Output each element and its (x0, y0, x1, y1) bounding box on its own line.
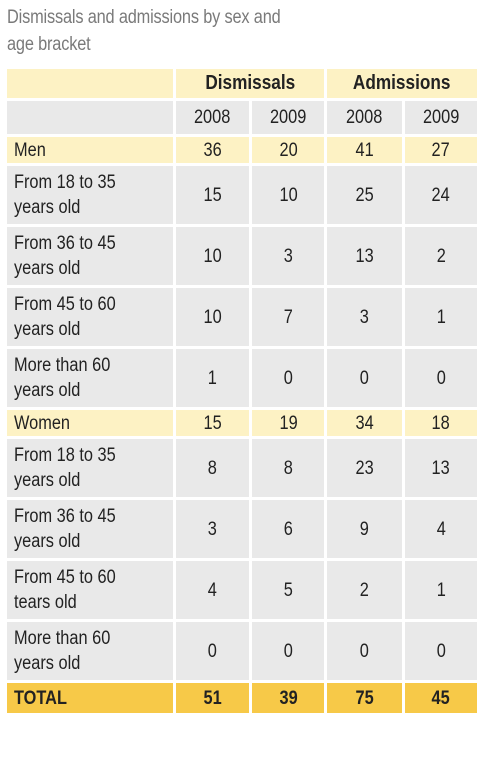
value-cell: 34 (327, 410, 402, 436)
value-cell: 15 (175, 166, 250, 224)
row-label-line: From 18 to 35 (14, 172, 116, 193)
year-header-cell: 2009 (404, 101, 477, 134)
value-cell: 3 (175, 500, 250, 558)
value-cell: 0 (252, 349, 325, 407)
value-cell: 15 (175, 410, 250, 436)
year-header-cell: 2008 (175, 101, 250, 134)
value-cell: 0 (404, 622, 477, 680)
table-row: From 36 to 45 years old 3 6 9 4 (7, 500, 477, 558)
table-row: From 45 to 60 years old 10 7 3 1 (7, 288, 477, 346)
value-cell: 9 (327, 500, 402, 558)
admissions-header-label: Admissions (353, 72, 451, 94)
value-cell: 0 (327, 349, 402, 407)
value-cell: 36 (175, 137, 250, 163)
row-label-line: years old (14, 653, 81, 674)
table-row: More than 60 years old 1 0 0 0 (7, 349, 477, 407)
value-cell: 2 (404, 227, 477, 285)
value-cell: 1 (404, 561, 477, 619)
value-cell: 1 (175, 349, 250, 407)
value-cell: 10 (175, 227, 250, 285)
value-cell: 19 (252, 410, 325, 436)
row-label-line: From 36 to 45 (14, 233, 116, 254)
group-header-row: Dismissals Admissions (7, 69, 477, 98)
value-cell: 25 (327, 166, 402, 224)
row-label-line: From 45 to 60 (14, 294, 116, 315)
value-cell: 4 (175, 561, 250, 619)
row-label-line: years old (14, 197, 81, 218)
row-label: From 36 to 45 years old (7, 500, 173, 558)
subtotal-row: Men 36 20 41 27 (7, 137, 477, 163)
header-corner-cell (7, 69, 173, 98)
value-cell: 8 (175, 439, 250, 497)
value-cell: 23 (327, 439, 402, 497)
row-label-line: years old (14, 470, 81, 491)
value-cell: 41 (327, 137, 402, 163)
table-row: More than 60 years old 0 0 0 0 (7, 622, 477, 680)
value-cell: 3 (327, 288, 402, 346)
value-cell: 13 (327, 227, 402, 285)
row-label-line: More than 60 (14, 628, 111, 649)
admissions-header: Admissions (327, 69, 477, 98)
value-cell: 0 (404, 349, 477, 407)
value-cell: 0 (327, 622, 402, 680)
table-row: From 45 to 60 tears old 4 5 2 1 (7, 561, 477, 619)
row-label-line: Women (14, 412, 71, 434)
row-label-line: years old (14, 380, 81, 401)
row-label-line: Men (14, 139, 46, 161)
year-header-row: 2008 2009 2008 2009 (7, 101, 477, 134)
value-cell: 20 (252, 137, 325, 163)
total-value-cell: 75 (327, 683, 402, 713)
row-label-line: tears old (14, 592, 77, 613)
row-label-line: From 36 to 45 (14, 506, 116, 527)
value-cell: 18 (404, 410, 477, 436)
row-label: From 45 to 60 years old (7, 288, 173, 346)
total-value-cell: 51 (175, 683, 250, 713)
year-header-cell: 2009 (252, 101, 325, 134)
value-cell: 7 (252, 288, 325, 346)
row-label: From 45 to 60 tears old (7, 561, 173, 619)
value-cell: 5 (252, 561, 325, 619)
row-label: Men (7, 137, 173, 163)
row-label: More than 60 years old (7, 622, 173, 680)
value-cell: 8 (252, 439, 325, 497)
table-row: From 18 to 35 years old 8 8 23 13 (7, 439, 477, 497)
row-label-line: years old (14, 531, 81, 552)
row-label-line: From 45 to 60 (14, 567, 116, 588)
value-cell: 2 (327, 561, 402, 619)
value-cell: 0 (175, 622, 250, 680)
value-cell: 1 (404, 288, 477, 346)
value-cell: 13 (404, 439, 477, 497)
row-label: From 18 to 35 years old (7, 439, 173, 497)
value-cell: 27 (404, 137, 477, 163)
row-label: From 18 to 35 years old (7, 166, 173, 224)
dismissals-admissions-table: Dismissals Admissions 2008 2009 2008 200… (4, 66, 480, 716)
total-label: TOTAL (7, 683, 173, 713)
row-label-line: years old (14, 258, 81, 279)
total-value-cell: 39 (252, 683, 325, 713)
year-header-cell: 2008 (327, 101, 402, 134)
row-label: From 36 to 45 years old (7, 227, 173, 285)
value-cell: 4 (404, 500, 477, 558)
table-row: From 36 to 45 years old 10 3 13 2 (7, 227, 477, 285)
table-caption: Dismissals and admissions by sex and age… (7, 7, 281, 55)
row-label-line: More than 60 (14, 355, 111, 376)
row-label-line: years old (14, 319, 81, 340)
value-cell: 10 (175, 288, 250, 346)
value-cell: 10 (252, 166, 325, 224)
year-header-blank (7, 101, 173, 134)
value-cell: 3 (252, 227, 325, 285)
dismissals-header-label: Dismissals (205, 72, 295, 94)
subtotal-row: Women 15 19 34 18 (7, 410, 477, 436)
row-label: Women (7, 410, 173, 436)
value-cell: 24 (404, 166, 477, 224)
table-row: From 18 to 35 years old 15 10 25 24 (7, 166, 477, 224)
value-cell: 0 (252, 622, 325, 680)
row-label-line: From 18 to 35 (14, 445, 116, 466)
row-label: More than 60 years old (7, 349, 173, 407)
dismissals-header: Dismissals (175, 69, 325, 98)
value-cell: 6 (252, 500, 325, 558)
total-value-cell: 45 (404, 683, 477, 713)
total-row: TOTAL 51 39 75 45 (7, 683, 477, 713)
